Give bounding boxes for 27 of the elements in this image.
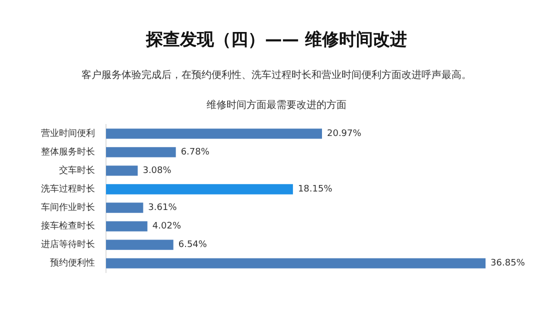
y-tick-label: 进店等待时长 (41, 239, 95, 250)
data-label: 3.08% (142, 166, 172, 176)
bar (106, 147, 176, 158)
text: 探查发现（四）—— 维修时间改进 (144, 29, 408, 51)
data-label: 20.97% (326, 129, 362, 140)
y-tick-label: 预约便利性 (50, 258, 95, 269)
bar (106, 258, 486, 268)
bar (106, 166, 138, 176)
y-tick-label: 整体服务时长 (41, 146, 95, 158)
bar (106, 202, 144, 213)
text: 客户服务体验完成后，在预约便利性、洗车过程时长和营业时间便利方面改进呼声最高。 (80, 68, 472, 82)
y-tick-label: 营业时间便利 (41, 128, 95, 140)
data-label: 6.54% (178, 240, 208, 250)
data-label: 18.15% (298, 184, 333, 195)
bar (106, 221, 148, 232)
data-label: 3.61% (148, 203, 178, 214)
data-label: 6.78% (180, 148, 210, 158)
bar (106, 240, 174, 250)
y-tick-label: 交车时长 (59, 165, 95, 176)
y-tick-label: 接车检查时长 (41, 220, 95, 232)
data-label: 36.85% (490, 258, 526, 269)
y-tick-label: 洗车过程时长 (41, 184, 95, 195)
chart-title: 维修时间方面最需要改进的方面 (206, 98, 348, 112)
y-tick-label: 车间作业时长 (41, 202, 95, 214)
bar (106, 128, 322, 139)
data-label: 4.02% (152, 222, 182, 232)
bar (106, 184, 293, 194)
